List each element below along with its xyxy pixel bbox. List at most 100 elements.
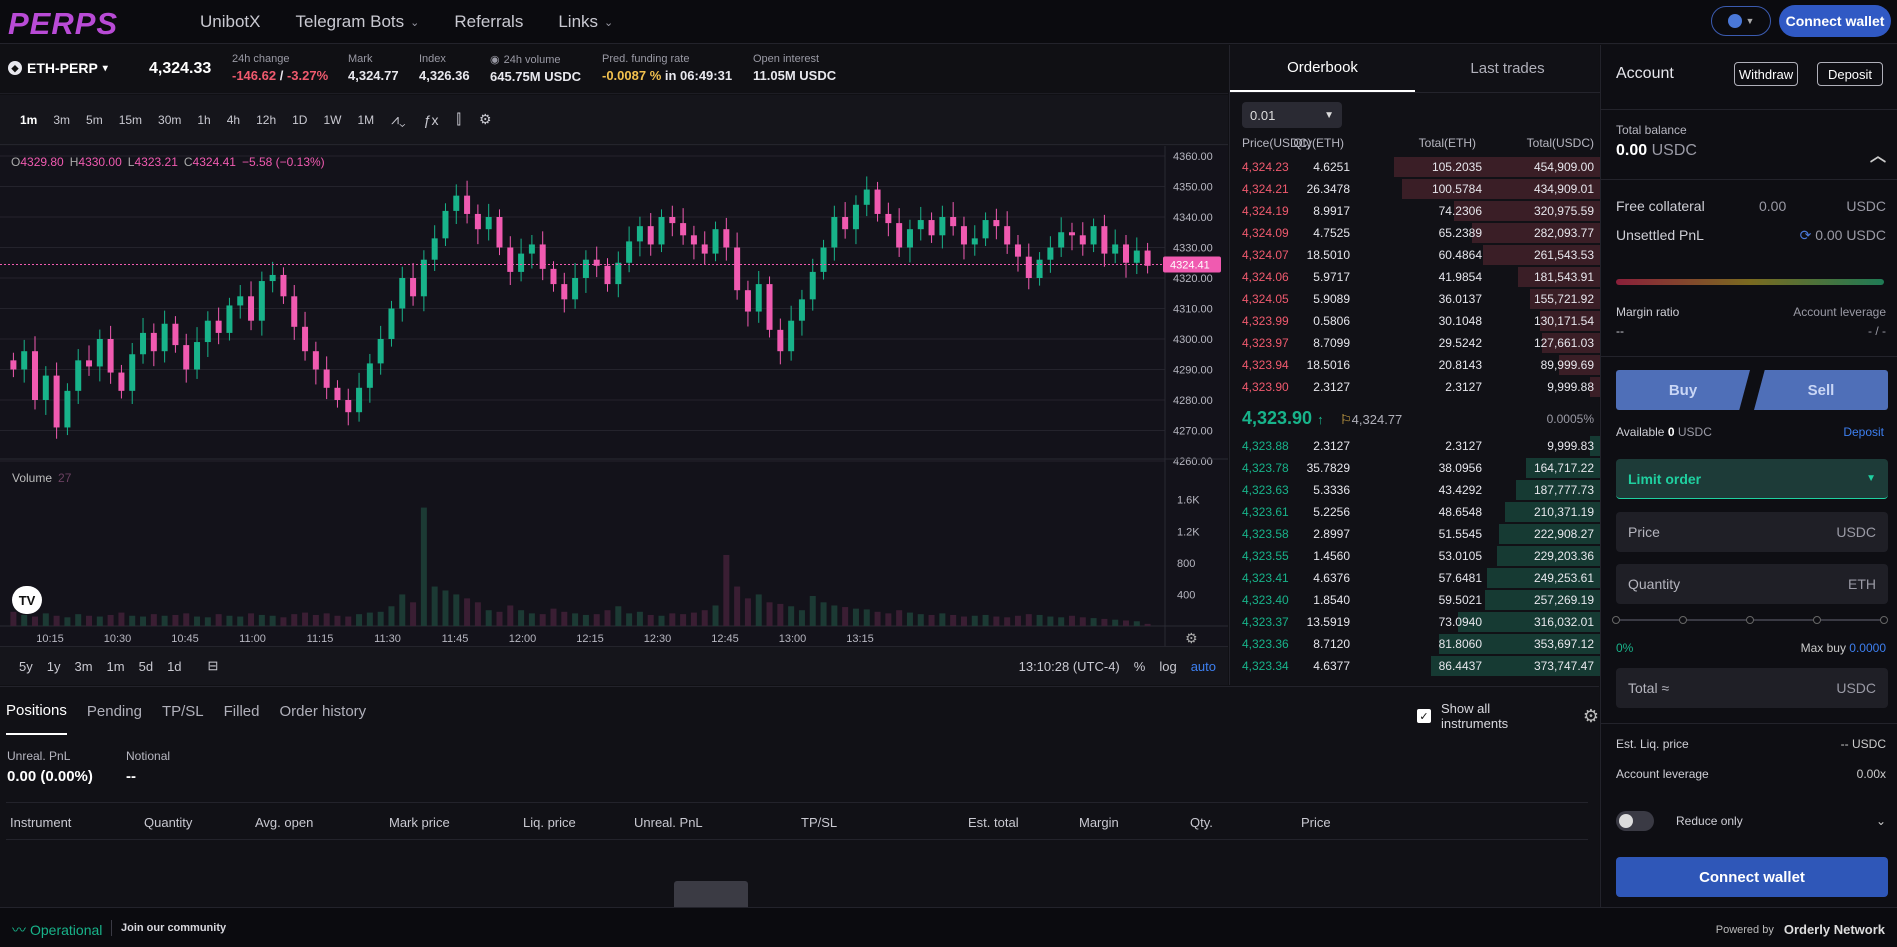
tab-filled[interactable]: Filled bbox=[223, 702, 260, 720]
bid-row[interactable]: 4,323.37 13.5919 73.0940 316,032.01 bbox=[1230, 611, 1600, 633]
range-5y[interactable]: 5y bbox=[19, 658, 33, 674]
ask-row[interactable]: 4,323.90 2.3127 2.3127 9,999.88 bbox=[1230, 376, 1600, 398]
tf-1d[interactable]: 1D bbox=[292, 112, 308, 127]
quantity-slider[interactable] bbox=[1612, 616, 1888, 624]
cell-total: 53.0105 bbox=[1438, 549, 1482, 563]
sell-button[interactable]: Sell bbox=[1754, 370, 1888, 410]
orderly-logo[interactable]: Orderly Network bbox=[1783, 922, 1885, 937]
tradingview-logo[interactable]: TV bbox=[12, 586, 42, 614]
bid-row[interactable]: 4,323.36 8.7120 81.8060 353,697.12 bbox=[1230, 633, 1600, 655]
connect-wallet-button[interactable]: Connect wallet bbox=[1779, 5, 1891, 37]
ask-row[interactable]: 4,323.99 0.5806 30.1048 130,171.54 bbox=[1230, 310, 1600, 332]
depth-select[interactable]: 0.01 ▼ bbox=[1242, 102, 1342, 128]
candle-body bbox=[1101, 226, 1108, 254]
nav-item-telegram-bots[interactable]: Telegram Bots ⌄ bbox=[295, 12, 419, 32]
tab-tpsl[interactable]: TP/SL bbox=[161, 702, 204, 720]
chevron-up-icon[interactable]: ︿ bbox=[1869, 148, 1886, 165]
chart-plot[interactable]: 4360.00 4350.00 4340.00 4330.00 4320.00 4310.… bbox=[0, 146, 1228, 647]
range-1d[interactable]: 1d bbox=[167, 658, 182, 674]
goto-date-icon[interactable]: ⊟ bbox=[207, 658, 219, 673]
unsettled-pnl: Unsettled PnL ⟳ 0.00 USDC bbox=[1616, 227, 1886, 243]
candle-body bbox=[842, 217, 849, 230]
tab-last-trades[interactable]: Last trades bbox=[1470, 60, 1545, 77]
show-all-instruments[interactable]: ✓ Show all instruments ⚙ bbox=[1417, 701, 1599, 731]
bid-row[interactable]: 4,323.58 2.8997 51.5545 222,908.27 bbox=[1230, 523, 1600, 545]
ask-row[interactable]: 4,323.97 8.7099 29.5242 127,661.03 bbox=[1230, 332, 1600, 354]
tf-15m[interactable]: 15m bbox=[118, 112, 143, 127]
nav-item-referrals[interactable]: Referrals bbox=[454, 12, 523, 32]
percent-toggle[interactable]: % bbox=[1133, 659, 1146, 674]
volume-bar bbox=[366, 612, 373, 626]
reduce-only-toggle[interactable] bbox=[1616, 811, 1654, 831]
bid-row[interactable]: 4,323.61 5.2256 48.6548 210,371.19 bbox=[1230, 501, 1600, 523]
log-toggle[interactable]: log bbox=[1159, 659, 1177, 674]
order-type-select[interactable]: Limit order ▼ bbox=[1616, 459, 1888, 499]
nav-item-links[interactable]: Links ⌄ bbox=[558, 12, 613, 32]
chevron-down-icon[interactable]: ⌄ bbox=[1875, 814, 1886, 828]
cell-total: 105.2035 bbox=[1431, 160, 1482, 174]
bid-row[interactable]: 4,323.40 1.8540 59.5021 257,269.19 bbox=[1230, 589, 1600, 611]
connect-wallet-order-button[interactable]: Connect wallet bbox=[1616, 857, 1888, 897]
ask-row[interactable]: 4,324.23 4.6251 105.2035 454,909.00 bbox=[1230, 156, 1600, 178]
cell-qty: 35.7829 bbox=[1306, 461, 1350, 475]
network-selector[interactable]: ▼ bbox=[1711, 6, 1771, 36]
bid-row[interactable]: 4,323.63 5.3336 43.4292 187,777.73 bbox=[1230, 479, 1600, 501]
tf-1m[interactable]: 1m bbox=[20, 112, 38, 127]
nav-items: UnibotX Telegram Bots ⌄ Referrals Links ⌄ bbox=[200, 0, 613, 44]
gear-icon[interactable]: ⚙ bbox=[478, 111, 492, 127]
deposit-link[interactable]: Deposit bbox=[1843, 425, 1884, 439]
logo[interactable]: PERPS bbox=[8, 6, 119, 41]
bid-row[interactable]: 4,323.78 35.7829 38.0956 164,717.22 bbox=[1230, 457, 1600, 479]
candle-body bbox=[636, 226, 643, 242]
tf-12h[interactable]: 12h bbox=[256, 112, 277, 127]
symbol-selector[interactable]: ◆ ETH-PERP ▾ bbox=[8, 60, 108, 76]
bid-row[interactable]: 4,323.55 1.4560 53.0105 229,203.36 bbox=[1230, 545, 1600, 567]
ask-row[interactable]: 4,323.94 18.5016 20.8143 89,999.69 bbox=[1230, 354, 1600, 376]
chart-type-icon[interactable]: ⩘⌄ bbox=[391, 111, 406, 127]
ask-row[interactable]: 4,324.21 26.3478 100.5784 434,909.01 bbox=[1230, 178, 1600, 200]
unsettled-value[interactable]: ⟳ 0.00 USDC bbox=[1799, 227, 1886, 243]
last-price-tag-bg bbox=[1163, 256, 1221, 273]
ask-row[interactable]: 4,324.19 8.9917 74.2306 320,975.59 bbox=[1230, 200, 1600, 222]
join-community-link[interactable]: Join our community bbox=[121, 922, 227, 934]
quantity-input[interactable]: Quantity ETH bbox=[1616, 564, 1888, 604]
tab-orderbook[interactable]: Orderbook bbox=[1230, 45, 1415, 92]
bid-row[interactable]: 4,323.34 4.6377 86.4437 373,747.47 bbox=[1230, 655, 1600, 677]
nav-item-unibotx[interactable]: UnibotX bbox=[200, 12, 260, 32]
range-5d[interactable]: 5d bbox=[138, 658, 154, 674]
bid-row[interactable]: 4,323.41 4.6376 57.6481 249,253.61 bbox=[1230, 567, 1600, 589]
tab-order-history[interactable]: Order history bbox=[279, 702, 367, 720]
total-input[interactable]: Total ≈ USDC bbox=[1616, 668, 1888, 708]
tf-1h[interactable]: 1h bbox=[197, 112, 211, 127]
price-input[interactable]: Price USDC bbox=[1616, 512, 1888, 552]
tab-pending[interactable]: Pending bbox=[86, 702, 142, 720]
bid-row[interactable]: 4,323.88 2.3127 2.3127 9,999.83 bbox=[1230, 435, 1600, 457]
deposit-button[interactable]: Deposit bbox=[1817, 62, 1883, 86]
tf-3m[interactable]: 3m bbox=[53, 112, 71, 127]
tf-5m[interactable]: 5m bbox=[86, 112, 103, 127]
time-tick: 12:15 bbox=[576, 633, 604, 645]
gear-icon[interactable]: ⚙ bbox=[1582, 705, 1599, 726]
cell-total: 60.4864 bbox=[1438, 248, 1482, 262]
volume-bar bbox=[226, 615, 233, 626]
ask-row[interactable]: 4,324.09 4.7525 65.2389 282,093.77 bbox=[1230, 222, 1600, 244]
tf-4h[interactable]: 4h bbox=[226, 112, 241, 127]
auto-toggle[interactable]: auto bbox=[1190, 659, 1216, 674]
tf-1w[interactable]: 1W bbox=[323, 112, 342, 127]
checkbox-checked[interactable]: ✓ bbox=[1417, 709, 1431, 723]
ask-row[interactable]: 4,324.06 5.9717 41.9854 181,543.91 bbox=[1230, 266, 1600, 288]
range-3m[interactable]: 3m bbox=[74, 658, 93, 674]
tf-30m[interactable]: 30m bbox=[158, 112, 182, 127]
volume-bar bbox=[399, 594, 406, 626]
candles-icon[interactable]: ⫿ bbox=[456, 111, 461, 127]
tf-1mo[interactable]: 1M bbox=[357, 112, 375, 127]
ask-row[interactable]: 4,324.07 18.5010 60.4864 261,543.53 bbox=[1230, 244, 1600, 266]
buy-button[interactable]: Buy bbox=[1616, 370, 1750, 410]
range-1m[interactable]: 1m bbox=[106, 658, 125, 674]
tab-positions[interactable]: Positions bbox=[6, 687, 67, 735]
ask-row[interactable]: 4,324.05 5.9089 36.0137 155,721.92 bbox=[1230, 288, 1600, 310]
candle-body bbox=[183, 345, 190, 370]
withdraw-button[interactable]: Withdraw bbox=[1734, 62, 1798, 86]
range-1y[interactable]: 1y bbox=[46, 658, 61, 674]
indicators-icon[interactable]: ƒx bbox=[423, 111, 439, 128]
